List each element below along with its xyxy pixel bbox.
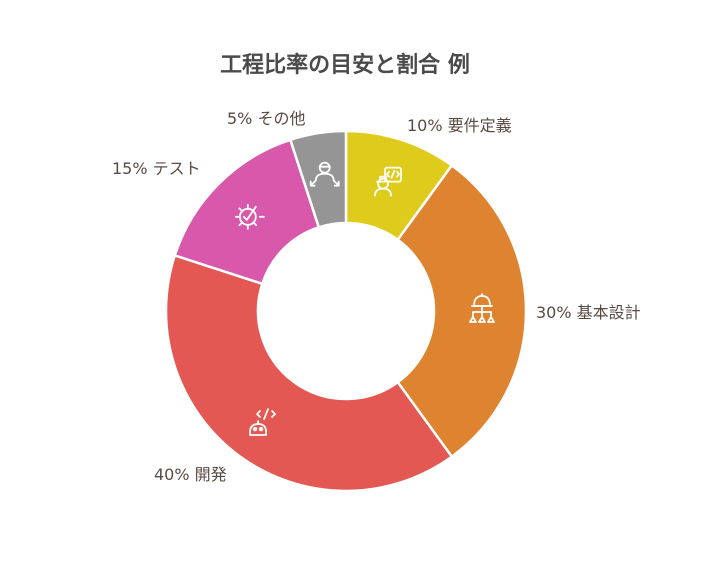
- slice-label-testing: 15% テスト: [112, 159, 201, 178]
- robot-code-icon: [249, 408, 276, 436]
- slice-label-other: 5% その他: [227, 109, 305, 128]
- icons-layer: [234, 161, 495, 436]
- slices-layer: [164, 129, 528, 493]
- labels-layer: 10% 要件定義 30% 基本設計 40% 開発 15% テスト 5% その他: [112, 109, 641, 484]
- chart-title: 工程比率の目安と割合 例: [220, 52, 470, 78]
- slice-testing: [173, 138, 321, 286]
- slice-label-requirements: 10% 要件定義: [407, 116, 512, 135]
- slice-label-development: 40% 開発: [154, 465, 227, 484]
- slice-basic-design: [395, 163, 528, 459]
- slice-other: [288, 129, 348, 229]
- slice-label-basic-design: 30% 基本設計: [536, 303, 641, 322]
- slice-development: [164, 253, 454, 493]
- person-arrows-icon: [309, 161, 340, 187]
- gear-check-icon: [234, 203, 265, 230]
- hierarchy-structure-icon: [469, 293, 495, 323]
- engineer-code-icon: [374, 166, 402, 197]
